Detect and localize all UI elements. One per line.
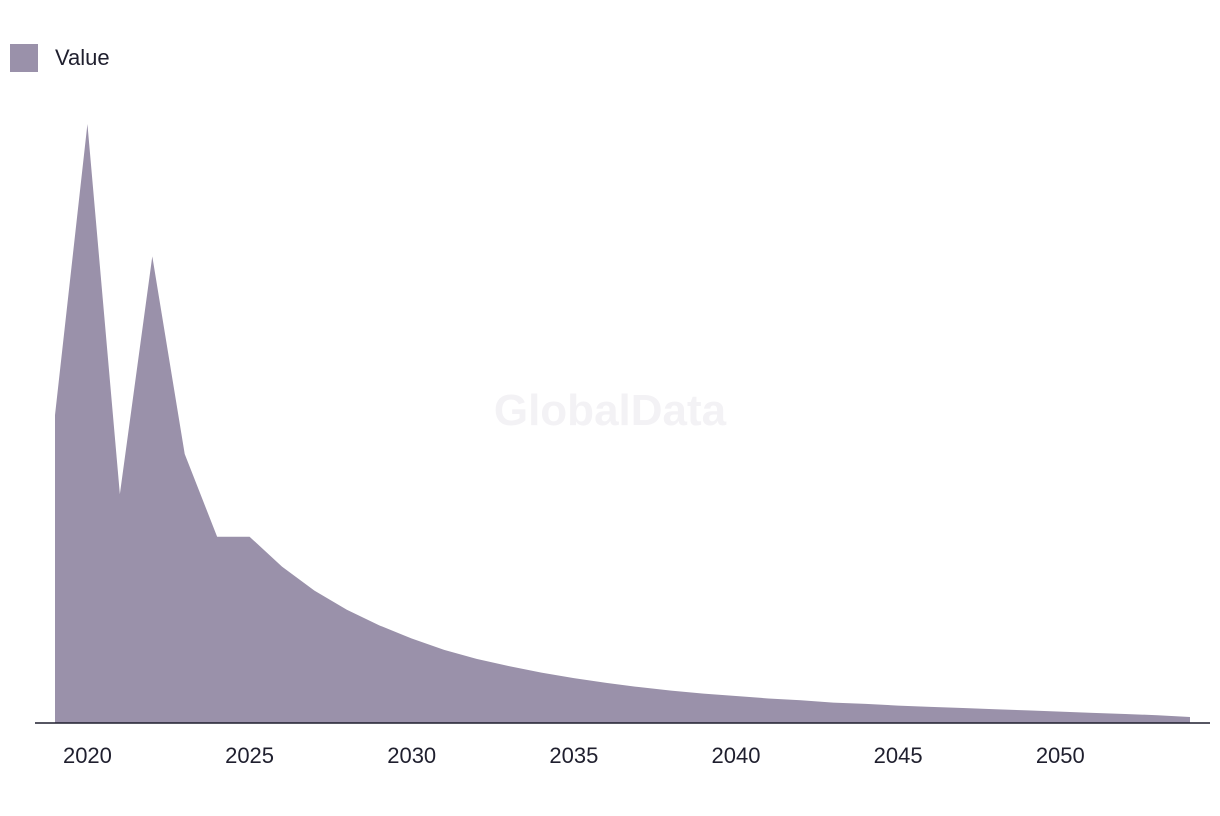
x-tick-label: 2045 [874,743,923,768]
plot-area [55,124,1190,723]
x-tick-label: 2040 [712,743,761,768]
legend: Value [10,44,110,72]
x-tick-label: 2050 [1036,743,1085,768]
legend-swatch [10,44,38,72]
x-tick-label: 2025 [225,743,274,768]
legend-label: Value [55,45,110,70]
x-tick-label: 2030 [387,743,436,768]
watermark: GlobalData [494,386,727,435]
series-area-value [55,124,1190,723]
x-axis: 2020 2025 2030 2035 2040 2045 2050 [35,722,1210,768]
x-tick-label: 2020 [63,743,112,768]
x-tick-label: 2035 [549,743,598,768]
